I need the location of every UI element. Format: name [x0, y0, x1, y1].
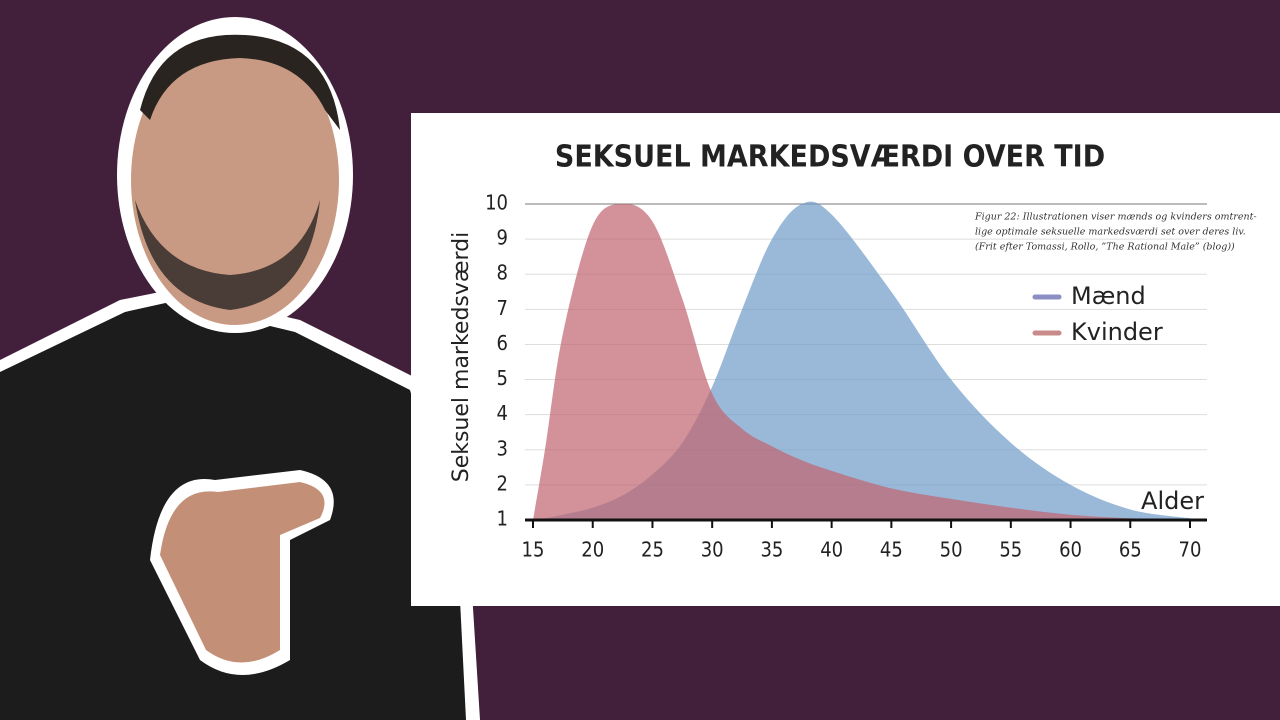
- x-axis-label: Alder: [1141, 487, 1204, 515]
- y-tick-label: 8: [497, 261, 508, 285]
- x-tick-label: 25: [641, 538, 664, 562]
- legend-label: Mænd: [1071, 282, 1146, 310]
- y-tick-label: 9: [497, 226, 508, 250]
- x-tick-label: 50: [940, 538, 963, 562]
- x-tick-label: 55: [999, 538, 1022, 562]
- y-tick-label: 5: [497, 366, 508, 390]
- y-tick-label: 10: [485, 191, 508, 215]
- annotation: lige optimale seksuelle markedsværdi set…: [975, 227, 1246, 238]
- y-tick-label: 4: [497, 401, 508, 425]
- chart-title: SEKSUEL MARKEDSVÆRDI OVER TID: [555, 140, 1105, 175]
- y-tick-label: 3: [497, 436, 508, 460]
- x-tick-label: 70: [1179, 538, 1202, 562]
- x-tick-label: 15: [522, 538, 545, 562]
- y-tick-label: 1: [497, 507, 508, 531]
- x-tick-label: 35: [760, 538, 783, 562]
- y-tick-label: 6: [497, 331, 508, 355]
- x-tick-label: 65: [1119, 538, 1142, 562]
- y-tick-label: 2: [497, 471, 508, 495]
- person: [0, 17, 480, 720]
- x-tick-label: 40: [820, 538, 843, 562]
- x-tick-label: 20: [581, 538, 604, 562]
- annotation: (Frit efter Tomassi, Rollo, ”The Rationa…: [975, 242, 1235, 253]
- x-tick-label: 60: [1059, 538, 1082, 562]
- legend-label: Kvinder: [1071, 318, 1163, 346]
- y-tick-label: 7: [497, 296, 508, 320]
- y-axis-label: Seksuel markedsværdi: [449, 232, 474, 483]
- annotation: Figur 22: Illustrationen viser mænds og …: [974, 212, 1257, 223]
- x-tick-label: 45: [880, 538, 903, 562]
- area: [533, 203, 1190, 520]
- x-tick-label: 30: [701, 538, 724, 562]
